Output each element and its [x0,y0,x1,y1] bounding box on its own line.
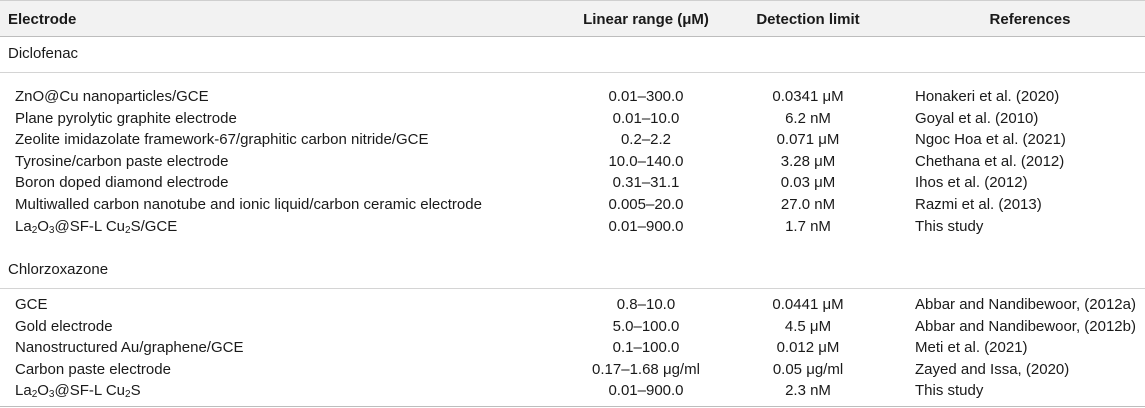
electrode-cell: Carbon paste electrode [15,360,171,378]
electrode-cell: Gold electrode [15,317,113,335]
linear-range-cell: 0.005–20.0 [608,196,684,213]
header-electrode: Electrode [8,11,77,28]
detection-limit-cell: 0.0441 μM [772,296,844,313]
header-detection-limit: Detection limit [756,11,860,28]
detection-limit-cell: 2.3 nM [785,382,831,400]
table-row: Carbon paste electrode 0.17–1.68 μg/ml 0.0… [0,359,1145,380]
linear-range-cell: 0.17–1.68 μg/ml [592,360,700,378]
reference-cell: Razmi et al. (2013) [915,196,1042,213]
reference-cell: Zayed and Issa, (2020) [915,360,1070,378]
table-row: Multiwalled carbon nanotube and ionic li… [0,194,1145,215]
electrode-cell: GCE [15,296,48,313]
linear-range-cell: 0.01–900.0 [608,382,684,400]
reference-cell: Meti et al. (2021) [915,339,1028,357]
header-linear-range: Linear range (μM) [583,11,709,28]
table-row: Nanostructured Au/graphene/GCE 0.1–100.0 0… [0,337,1145,358]
linear-range-cell: 0.01–900.0 [608,217,684,235]
table-header: Electrode Linear range (μM) Detection li… [0,0,1145,37]
electrode-cell: La2O3@SF-L Cu2S/GCE [15,217,178,236]
detection-limit-cell: 0.012 μM [776,339,840,357]
header-references: References [989,11,1071,28]
table-row: Zeolite imidazolate framework-67/graphit… [0,129,1145,150]
detection-limit-cell: 0.05 μg/ml [772,360,844,378]
linear-range-cell: 0.8–10.0 [616,296,676,313]
table-row: GCE 0.8–10.0 0.0441 μM Abbar and Nandibewoo… [0,294,1145,315]
section-title: Chlorzoxazone [8,261,109,278]
table-row: Gold electrode 5.0–100.0 4.5 μM Abbar and N… [0,316,1145,337]
electrode-cell: Boron doped diamond electrode [15,174,229,192]
electrode-cell: Tyrosine/carbon paste electrode [15,152,229,170]
detection-limit-cell: 0.071 μM [776,131,840,149]
reference-cell: Honakeri et al. (2020) [915,88,1060,105]
electrode-cell: La2O3@SF-L Cu2S [15,382,141,401]
detection-limit-cell: 27.0 nM [780,196,836,213]
electrode-cell: ZnO@Cu nanoparticles/GCE [15,88,209,105]
reference-cell: Chethana et al. (2012) [915,152,1065,170]
reference-cell: Abbar and Nandibewoor, (2012b) [915,317,1136,335]
electrode-cell: Multiwalled carbon nanotube and ionic li… [15,196,482,213]
detection-limit-cell: 0.03 μM [780,174,836,192]
table-row: ZnO@Cu nanoparticles/GCE 0.01–300.0 0.0341… [0,86,1145,107]
section-header: Chlorzoxazone [0,253,1145,289]
linear-range-cell: 10.0–140.0 [608,152,684,170]
detection-limit-cell: 3.28 μM [780,152,836,170]
reference-cell: Abbar and Nandibewoor, (2012a) [915,296,1136,313]
detection-limit-cell: 6.2 nM [785,109,831,127]
reference-cell: This study [915,217,984,235]
linear-range-cell: 0.31–31.1 [612,174,680,192]
table-row: Plane pyrolytic graphite electrode 0.01–1… [0,108,1145,129]
table-row: Tyrosine/carbon paste electrode 10.0–140.… [0,151,1145,172]
detection-limit-cell: 4.5 μM [784,317,832,335]
reference-cell: Goyal et al. (2010) [915,109,1039,127]
section-header: Diclofenac [0,37,1145,73]
linear-range-cell: 0.1–100.0 [612,339,680,357]
reference-cell: Ihos et al. (2012) [915,174,1028,192]
linear-range-cell: 5.0–100.0 [612,317,680,335]
electrode-cell: Zeolite imidazolate framework-67/graphit… [15,131,429,149]
linear-range-cell: 0.01–10.0 [612,109,680,127]
table-row: La2O3@SF-L Cu2S/GCE 0.01–900.0 1.7 nM This … [0,216,1145,237]
electrode-cell: Plane pyrolytic graphite electrode [15,109,237,127]
electrode-cell: Nanostructured Au/graphene/GCE [15,339,244,357]
linear-range-cell: 0.01–300.0 [608,88,684,105]
section-title: Diclofenac [8,45,79,62]
detection-limit-cell: 1.7 nM [785,217,831,235]
detection-limit-cell: 0.0341 μM [772,88,844,105]
table-row: La2O3@SF-L Cu2S 0.01–900.0 2.3 nM This stud… [0,380,1145,401]
reference-cell: Ngoc Hoa et al. (2021) [915,131,1066,149]
reference-cell: This study [915,382,984,400]
bottom-rule [0,406,1145,407]
table-row: Boron doped diamond electrode 0.31–31.1 0.… [0,172,1145,193]
linear-range-cell: 0.2–2.2 [620,131,672,149]
